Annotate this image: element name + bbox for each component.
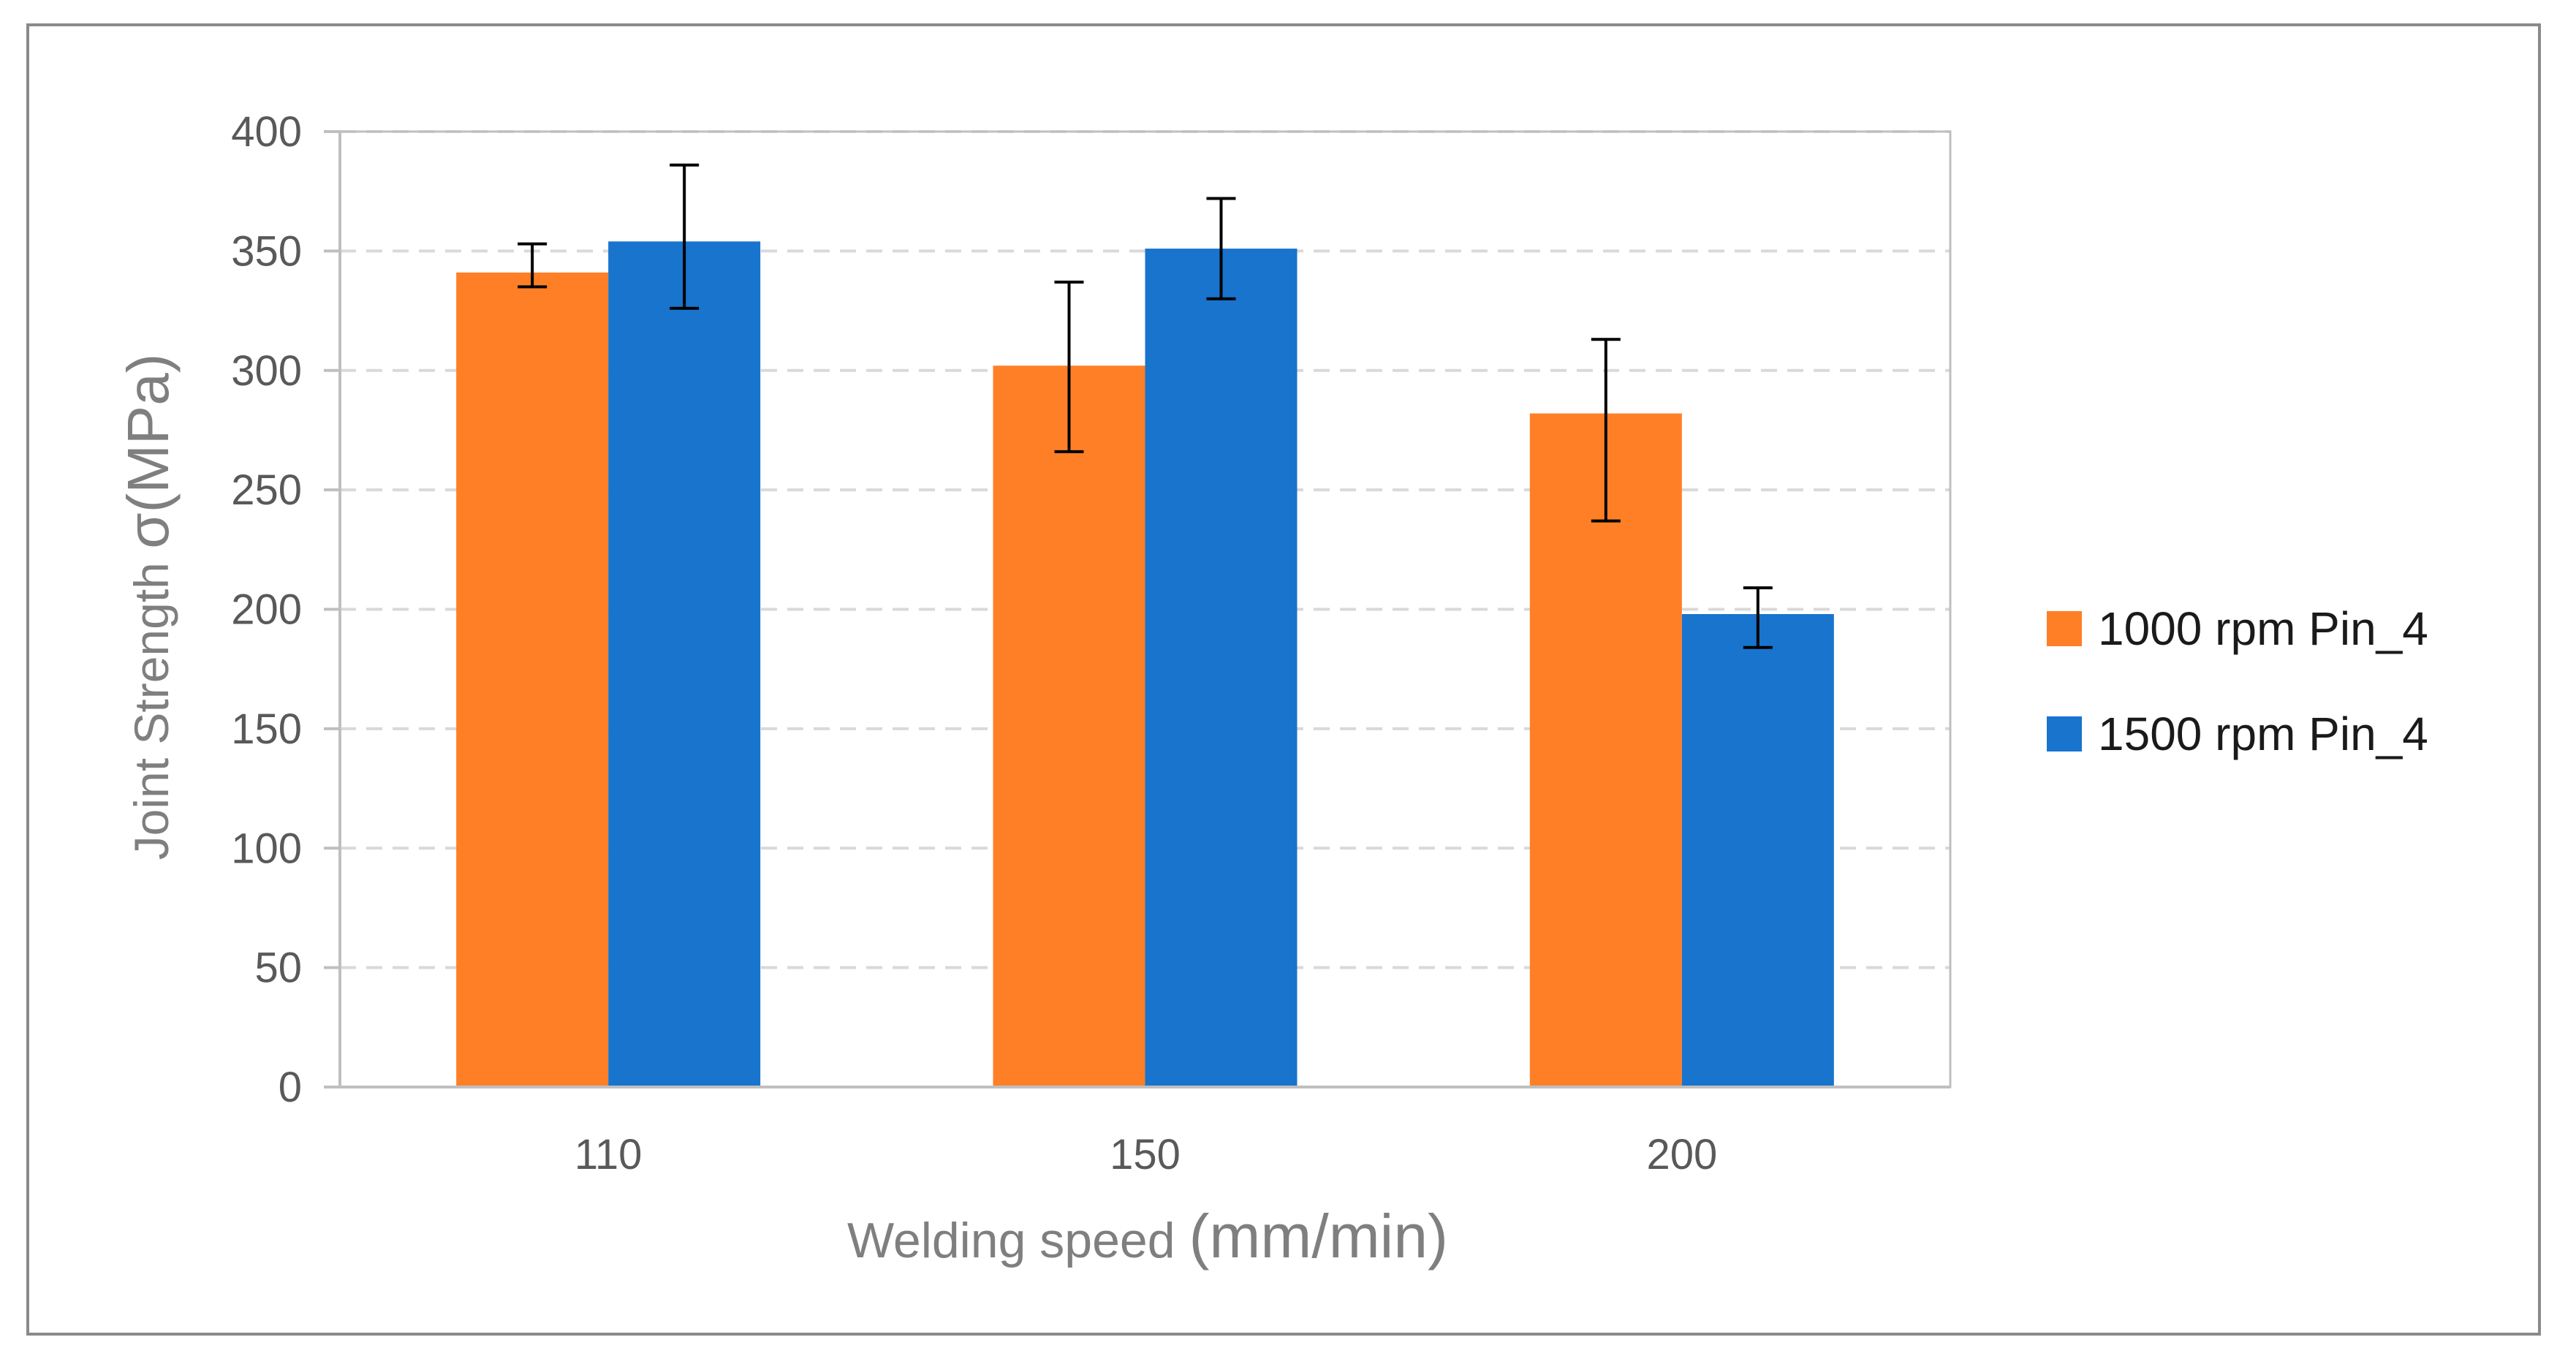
y-tick-label-400: 400 (231, 108, 302, 156)
legend: 1000 rpm Pin_4 1500 rpm Pin_4 (2047, 602, 2428, 760)
y-tick-label-50: 50 (254, 944, 302, 992)
legend-label-1000rpm: 1000 rpm Pin_4 (2098, 602, 2428, 655)
bars (456, 241, 1834, 1088)
y-tick-label-350: 350 (231, 227, 302, 275)
bar-200-series-2 (1681, 614, 1834, 1087)
error-bars (518, 163, 1773, 649)
x-tick-label-200: 200 (1646, 1131, 1717, 1178)
bar-200-series-1 (1529, 413, 1682, 1087)
y-axis-title-main: Joint Strength (124, 549, 178, 860)
y-tick-labels: 0 50 100 150 200 250 300 350 400 (231, 108, 302, 1111)
legend-swatch-1500rpm (2047, 716, 2082, 751)
x-tick-labels: 110 150 200 (575, 1131, 1717, 1178)
x-tick-label-110: 110 (575, 1131, 642, 1178)
x-tick-label-150: 150 (1110, 1131, 1181, 1178)
legend-item-1000rpm: 1000 rpm Pin_4 (2047, 602, 2428, 655)
y-tick-label-100: 100 (231, 825, 302, 872)
x-axis-title-main: Welding speed (847, 1213, 1189, 1268)
bar-150-series-2 (1145, 249, 1298, 1087)
y-axis-title: Joint Strength σ(MPa) (115, 354, 181, 860)
axes (324, 130, 1952, 1088)
legend-label-1500rpm: 1500 rpm Pin_4 (2098, 708, 2428, 760)
y-tick-label-150: 150 (231, 705, 302, 753)
bar-110-series-2 (608, 241, 761, 1088)
x-axis-title-unit: (mm/min) (1189, 1202, 1448, 1271)
y-tick-label-200: 200 (231, 586, 302, 634)
y-tick-label-250: 250 (231, 466, 302, 514)
y-tick-label-0: 0 (279, 1064, 302, 1111)
y-tick-label-300: 300 (231, 347, 302, 395)
bar-150-series-1 (993, 366, 1145, 1088)
bar-110-series-1 (456, 272, 609, 1088)
x-axis-title: Welding speed (mm/min) (847, 1202, 1448, 1271)
legend-item-1500rpm: 1500 rpm Pin_4 (2047, 708, 2428, 760)
legend-swatch-1000rpm (2047, 611, 2082, 646)
y-axis-title-unit: σ(MPa) (115, 354, 181, 549)
